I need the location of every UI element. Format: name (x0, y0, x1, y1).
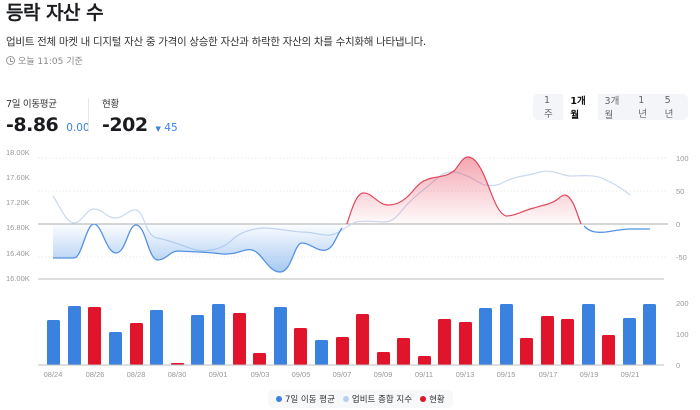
svg-text:09/01: 09/01 (209, 370, 228, 379)
svg-text:16.80K: 16.80K (6, 223, 30, 232)
ma7-area-negative (53, 224, 342, 272)
timestamp-text: 오늘 11:05 기준 (18, 57, 83, 67)
right-axis: 100 50 0 -50 (676, 154, 689, 262)
legend-item-current[interactable]: 현황 (420, 393, 445, 405)
range-1m[interactable]: 1개월 (563, 89, 598, 125)
legend-label: 업비트 종합 지수 (351, 395, 413, 405)
svg-text:17.20K: 17.20K (6, 198, 30, 207)
svg-text:09/07: 09/07 (333, 370, 352, 379)
grid-lines (38, 157, 668, 258)
svg-text:0: 0 (676, 361, 680, 370)
metric-current-label: 현황 (102, 99, 119, 110)
metric-ma7-value: -8.86 (6, 114, 59, 136)
ma7-line-negative-tail (583, 225, 650, 233)
legend-label: 7일 이동 평균 (285, 395, 335, 405)
range-selector: 1주 1개월 3개월 1년 5년 (533, 89, 688, 125)
metric-ma7-label: 7일 이동평균 (6, 99, 57, 110)
svg-text:17.60K: 17.60K (6, 173, 30, 182)
metric-current-change: ▼ 45 (156, 122, 178, 134)
svg-text:09/21: 09/21 (621, 370, 640, 379)
svg-text:08/30: 08/30 (168, 370, 187, 379)
range-1y[interactable]: 1년 (638, 94, 647, 120)
svg-text:18.00K: 18.00K (6, 148, 30, 157)
legend-dot-icon (276, 396, 282, 402)
legend-dot-icon (342, 396, 349, 402)
index-line (52, 170, 631, 252)
svg-text:-50: -50 (676, 253, 687, 262)
svg-text:09/15: 09/15 (497, 370, 516, 379)
svg-text:50: 50 (676, 187, 684, 196)
x-axis-labels: 08/24 08/26 08/28 08/30 09/01 09/03 09/0… (44, 370, 640, 379)
svg-text:16.40K: 16.40K (6, 249, 30, 258)
svg-text:100: 100 (676, 330, 689, 339)
svg-text:09/11: 09/11 (415, 370, 433, 379)
range-3m[interactable]: 3개월 (604, 96, 620, 121)
metric-current-change-value: 45 (164, 122, 178, 134)
metric-divider (88, 98, 89, 132)
svg-text:09/09: 09/09 (374, 370, 393, 379)
svg-text:16.00K: 16.00K (6, 274, 30, 283)
triangle-down-icon: ▼ (155, 125, 161, 133)
legend-label: 현황 (429, 395, 445, 405)
svg-text:100: 100 (676, 154, 689, 163)
svg-text:08/28: 08/28 (127, 370, 146, 379)
svg-text:0: 0 (676, 220, 680, 229)
svg-text:09/17: 09/17 (539, 370, 558, 379)
svg-text:09/03: 09/03 (251, 370, 270, 379)
chart-area: 18.00K 17.60K 17.20K 16.80K 16.40K 16.00… (6, 148, 689, 379)
timestamp: 오늘 11:05 기준 (6, 54, 83, 67)
bar-right-axis: 200 100 0 (676, 299, 689, 370)
svg-text:09/13: 09/13 (456, 370, 475, 379)
ma7-line-positive (346, 156, 582, 224)
legend-item-ma7[interactable]: 7일 이동 평균 (276, 393, 335, 405)
clock-icon (6, 56, 15, 65)
svg-text:08/24: 08/24 (44, 370, 63, 379)
ma7-line-negative (53, 224, 343, 273)
metric-current: 현황 -202 ▼ 45 (102, 96, 178, 136)
legend-dot-icon (420, 396, 427, 402)
legend-item-index[interactable]: 업비트 종합 지수 (342, 393, 413, 405)
svg-text:200: 200 (676, 299, 689, 308)
metric-current-value: -202 (102, 114, 148, 136)
left-axis: 18.00K 17.60K 17.20K 16.80K 16.40K 16.00… (6, 148, 30, 283)
page-title: 등락 자산 수 (6, 2, 104, 24)
metric-ma7-change: 0.00 (66, 122, 90, 134)
svg-text:09/05: 09/05 (292, 370, 311, 379)
metric-ma7: 7일 이동평균 -8.86 0.00 (6, 96, 90, 136)
page-description: 업비트 전체 마켓 내 디지털 자산 중 가격이 상승한 자산과 하락한 자산의… (6, 36, 426, 48)
chart-legend: 7일 이동 평균 업비트 종합 지수 현황 (268, 390, 453, 408)
range-5y[interactable]: 5년 (664, 94, 674, 120)
ma7-area-positive (340, 157, 584, 224)
range-1w[interactable]: 1주 (544, 94, 553, 120)
svg-text:08/26: 08/26 (86, 370, 105, 379)
bars (47, 304, 656, 365)
svg-text:09/19: 09/19 (580, 370, 599, 379)
